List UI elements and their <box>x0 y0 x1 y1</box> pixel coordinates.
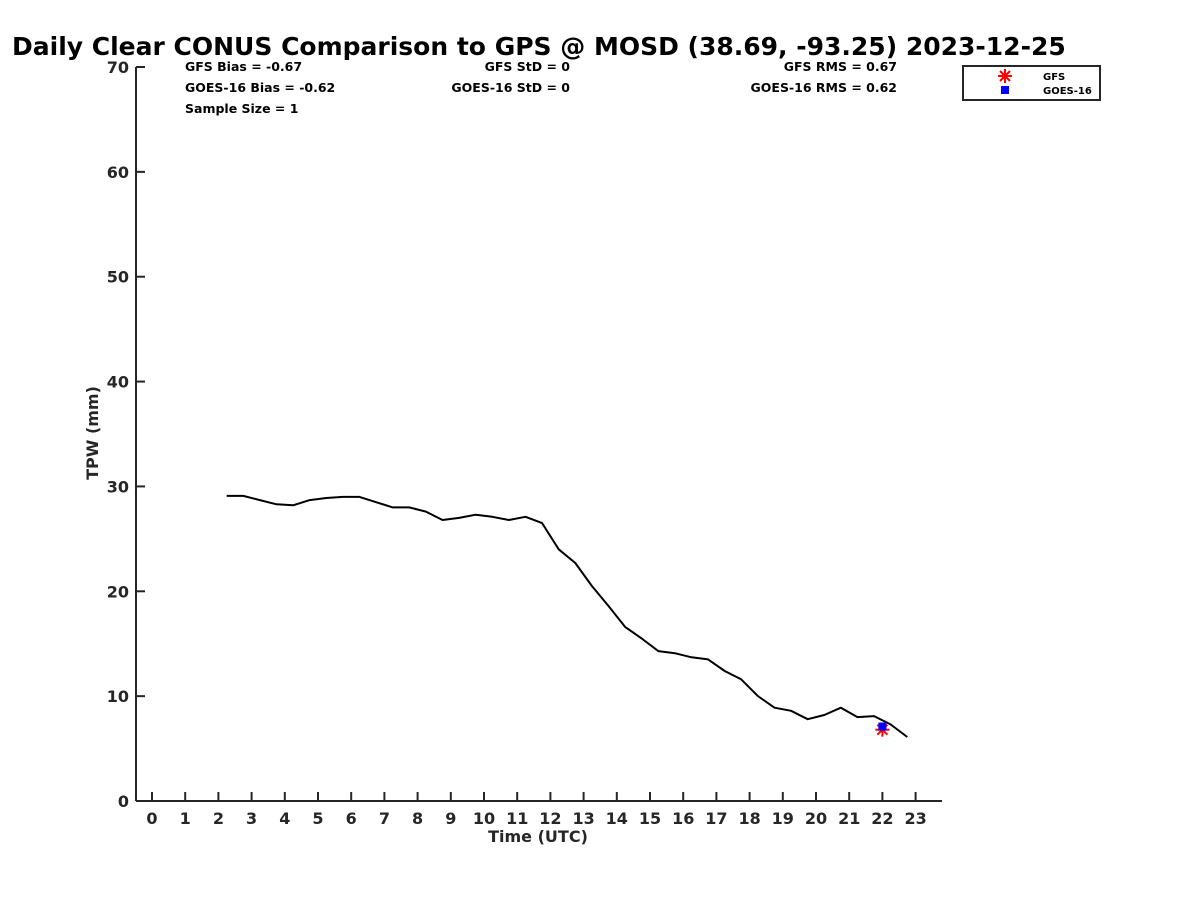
x-tick-label: 6 <box>346 809 357 828</box>
x-tick-label: 13 <box>572 809 594 828</box>
x-tick-label: 4 <box>279 809 290 828</box>
goes-bias-text: GOES-16 Bias = -0.62 <box>185 80 335 95</box>
axes <box>135 67 942 802</box>
goes-std-text: GOES-16 StD = 0 <box>451 80 570 95</box>
y-tick-label: 10 <box>107 687 129 706</box>
x-tick-label: 10 <box>473 809 495 828</box>
x-tick-label: 0 <box>146 809 157 828</box>
gps-tpw-line <box>226 494 908 738</box>
legend-gfs-marker <box>998 69 1012 83</box>
y-ticks: 0 10 20 30 40 50 60 70 <box>107 58 145 811</box>
x-tick-label: 2 <box>213 809 224 828</box>
y-tick-label: 70 <box>107 58 129 77</box>
x-tick-label: 20 <box>805 809 827 828</box>
gfs-bias-text: GFS Bias = -0.67 <box>185 59 302 74</box>
gfs-std-text: GFS StD = 0 <box>485 59 571 74</box>
y-tick-label: 30 <box>107 477 129 496</box>
gfs-rms-text: GFS RMS = 0.67 <box>784 59 897 74</box>
stats-block: GFS Bias = -0.67 GOES-16 Bias = -0.62 Sa… <box>185 59 897 116</box>
x-tick-label: 9 <box>445 809 456 828</box>
x-tick-label: 23 <box>904 809 926 828</box>
y-tick-label: 0 <box>118 792 129 811</box>
x-tick-label: 8 <box>412 809 423 828</box>
goes-16-point <box>878 722 887 731</box>
legend-gfs-label: GFS <box>1043 72 1065 83</box>
x-tick-label: 16 <box>672 809 694 828</box>
x-tick-label: 7 <box>379 809 390 828</box>
y-tick-label: 40 <box>107 373 129 392</box>
chart-title: Daily Clear CONUS Comparison to GPS @ MO… <box>12 32 1066 61</box>
y-tick-label: 20 <box>107 582 129 601</box>
x-tick-label: 21 <box>838 809 860 828</box>
x-tick-label: 18 <box>738 809 760 828</box>
x-tick-label: 14 <box>606 809 628 828</box>
x-tick-label: 1 <box>180 809 191 828</box>
plot-area <box>226 494 908 738</box>
legend-goes-label: GOES-16 <box>1043 86 1092 97</box>
x-tick-label: 3 <box>246 809 257 828</box>
legend-box <box>962 65 1101 101</box>
y-axis-label: TPW (mm) <box>83 386 102 480</box>
sample-size-text: Sample Size = 1 <box>185 101 298 116</box>
legend-goes-marker <box>1001 86 1009 94</box>
x-tick-label: 22 <box>871 809 893 828</box>
x-axis-label: Time (UTC) <box>488 827 588 846</box>
x-tick-label: 19 <box>772 809 794 828</box>
x-tick-label: 12 <box>539 809 561 828</box>
goes-rms-text: GOES-16 RMS = 0.62 <box>751 80 897 95</box>
x-tick-label: 15 <box>639 809 661 828</box>
y-tick-label: 50 <box>107 268 129 287</box>
x-tick-label: 17 <box>705 809 727 828</box>
y-tick-label: 60 <box>107 163 129 182</box>
x-tick-label: 5 <box>312 809 323 828</box>
legend: GFS GOES-16 <box>962 65 1101 101</box>
x-ticks: 0 1 2 3 4 5 6 7 8 9 10 11 12 13 14 15 16 17 18 19 20 21 22 23 <box>146 792 927 828</box>
x-tick-label: 11 <box>506 809 528 828</box>
